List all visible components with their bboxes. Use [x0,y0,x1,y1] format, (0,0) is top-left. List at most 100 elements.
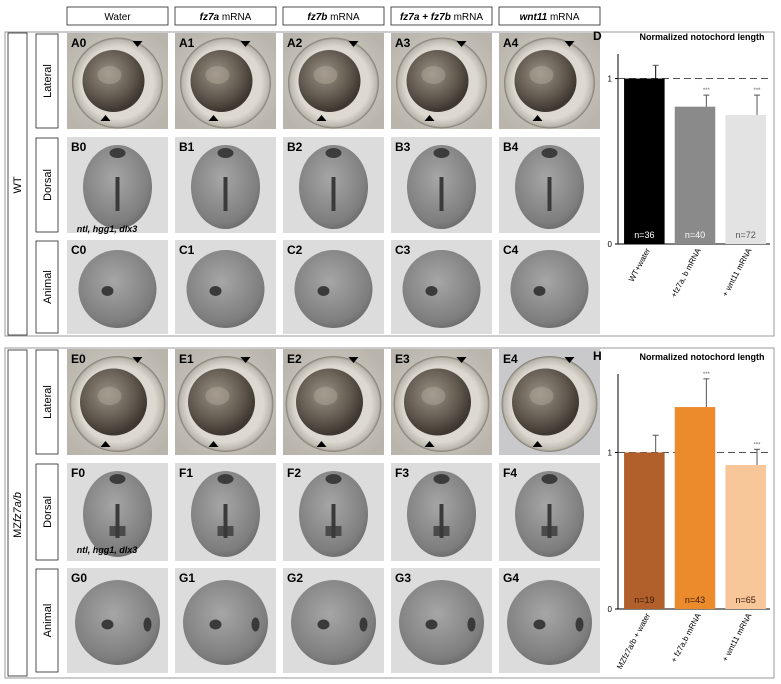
column-header-3: fz7a + fz7b mRNA [390,6,493,26]
embryo-panel-F2: F2 [283,463,384,561]
arrowhead-icon [208,441,219,447]
embryo-panel-C3: C3 [391,240,492,334]
row-header-text-F: Dorsal [42,496,54,528]
y-tick-label: 1 [608,448,613,457]
embryo-panel-A0: A0 [67,33,168,129]
arrowhead-icon [132,41,143,47]
n-label-1: n=43 [685,595,705,605]
significance-1: *** [703,372,711,378]
category-label-0: MZfz7a/b + water [615,611,652,670]
significance-2: *** [754,88,762,94]
row-header-E: Lateral [35,349,59,455]
column-header-gene-3: fz7a + fz7b [400,12,451,23]
embryo-panel-G1: G1 [175,568,276,673]
embryo-panel-B2: B2 [283,137,384,233]
chart-title: Normalized notochord length [640,352,765,362]
panel-letter-B2: B2 [287,140,303,154]
arrowhead-icon [240,357,251,363]
panel-letter-E1: E1 [179,352,194,366]
panel-letter-C0: C0 [71,243,87,257]
row-header-text-C: Animal [42,270,54,304]
row-header-C: Animal [35,240,59,334]
embryo-panel-F1: F1 [175,463,276,561]
row-headers: Lateral Dorsal Animal Lateral Dorsal Animal [35,33,59,673]
bar-1 [674,407,716,609]
embryo-panel-E1: E1 [175,349,276,455]
column-headers: Water fz7a mRNA fz7b mRNA fz7a + fz7b mRNA w… [66,6,601,26]
row-header-F: Dorsal [35,463,59,561]
panel-letter-F0: F0 [71,466,85,480]
mz-group-frame [4,347,775,679]
panel-letter-A0: A0 [71,36,87,50]
embryo-panel-C2: C2 [283,240,384,334]
column-header-4: wnt11 mRNA [498,6,601,26]
arrowhead-icon [456,357,467,363]
image-panels: A0 A1 A2 A3 A4 B0 B1 B2 B3 B4 C0 C1 C2 C3 C4 E0 E1 E2 E3 E4… [67,33,600,673]
arrowhead-icon [532,115,543,121]
bar-0 [624,78,665,244]
wt-group-frame [4,31,775,337]
panel-letter-A1: A1 [179,36,195,50]
arrowhead-icon [316,115,327,121]
chart-panel-letter: H [593,349,602,363]
embryo-panel-G3: G3 [391,568,492,673]
panel-letter-B1: B1 [179,140,195,154]
arrowhead-icon [348,357,359,363]
panel-letter-B4: B4 [503,140,519,154]
embryo-panel-A4: A4 [499,33,600,129]
panel-letter-C1: C1 [179,243,195,257]
panel-letter-A4: A4 [503,36,519,50]
embryo-panel-F3: F3 [391,463,492,561]
panel-letter-G2: G2 [287,571,303,585]
category-label-2: + wnt11 mRNA [720,246,753,298]
row-header-text-A: Lateral [42,64,54,98]
row-header-text-E: Lateral [42,385,54,419]
significance-1: *** [703,88,711,94]
y-tick-label: 0 [608,240,613,249]
panel-letter-F3: F3 [395,466,409,480]
category-label-1: + fz7a,b mRNA [669,611,703,664]
group-label-mz-prefix: MZ [12,522,24,538]
panel-letter-G4: G4 [503,571,519,585]
markers-label-mz: ntl, hgg1, dlx3 [77,545,138,555]
bar-0 [624,452,665,609]
embryo-panel-A3: A3 [391,33,492,129]
n-label-2: n=65 [736,595,756,605]
column-header-text-3: fz7a + fz7b mRNA [400,12,483,23]
arrowhead-icon [532,441,543,447]
chart-d: D Normalized notochord length 0 1 n=36 WT+wat… [593,29,770,299]
column-header-0: Water [66,6,169,26]
embryo-panel-B1: B1 [175,137,276,233]
panel-letter-F2: F2 [287,466,301,480]
panel-letter-C2: C2 [287,243,303,257]
panel-letter-F4: F4 [503,466,517,480]
column-header-text-1: fz7a mRNA [200,12,252,23]
embryo-panel-B3: B3 [391,137,492,233]
arrowhead-icon [100,441,111,447]
category-label-1: +fz7a, b mRNA [669,246,703,299]
panel-letter-G1: G1 [179,571,195,585]
arrowhead-icon [564,41,575,47]
panel-letter-G0: G0 [71,571,87,585]
markers-label-wt: ntl, hgg1, dlx3 [77,224,138,234]
row-header-text-G: Animal [42,604,54,638]
arrowhead-icon [456,41,467,47]
column-header-suffix-3: mRNA [451,12,484,23]
row-header-A: Lateral [35,33,59,129]
column-header-suffix-4: mRNA [547,12,580,23]
arrowhead-icon [564,357,575,363]
panel-letter-F1: F1 [179,466,193,480]
panel-letter-B0: B0 [71,140,87,154]
column-header-2: fz7b mRNA [282,6,385,26]
bar-2 [725,114,766,244]
group-label-wt: WT [7,32,28,336]
category-label-0: WT+water [627,246,652,283]
arrowhead-icon [348,41,359,47]
panel-letter-G3: G3 [395,571,411,585]
arrowhead-icon [208,115,219,121]
column-header-text-0: Water [104,12,131,23]
arrowhead-icon [132,357,143,363]
embryo-panel-F0: F0 [67,463,168,561]
panel-letter-A2: A2 [287,36,303,50]
column-header-gene-4: wnt11 [520,12,548,23]
